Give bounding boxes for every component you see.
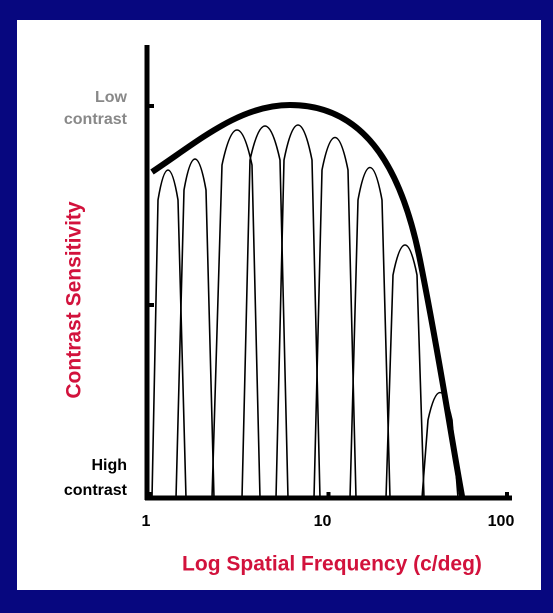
panel — [17, 20, 541, 590]
channel — [275, 124, 321, 499]
x-axis-label: Log Spatial Frequency (c/deg) — [182, 553, 482, 576]
channel — [385, 244, 425, 499]
channel — [313, 136, 357, 499]
channel — [241, 125, 289, 499]
channel — [349, 166, 391, 499]
top-label: Low — [95, 89, 128, 106]
x-tick-label: 10 — [314, 513, 332, 530]
bottom-label: contrast — [64, 482, 128, 499]
top-label: contrast — [64, 111, 128, 128]
envelope — [150, 101, 465, 497]
x-tick-label: 1 — [142, 513, 151, 530]
channel — [151, 169, 187, 499]
y-axis-label: Contrast Sensitivity — [63, 201, 86, 399]
channels — [151, 124, 459, 499]
channel — [175, 158, 215, 499]
bottom-label: High — [91, 457, 127, 474]
x-tick-label: 100 — [488, 513, 515, 530]
